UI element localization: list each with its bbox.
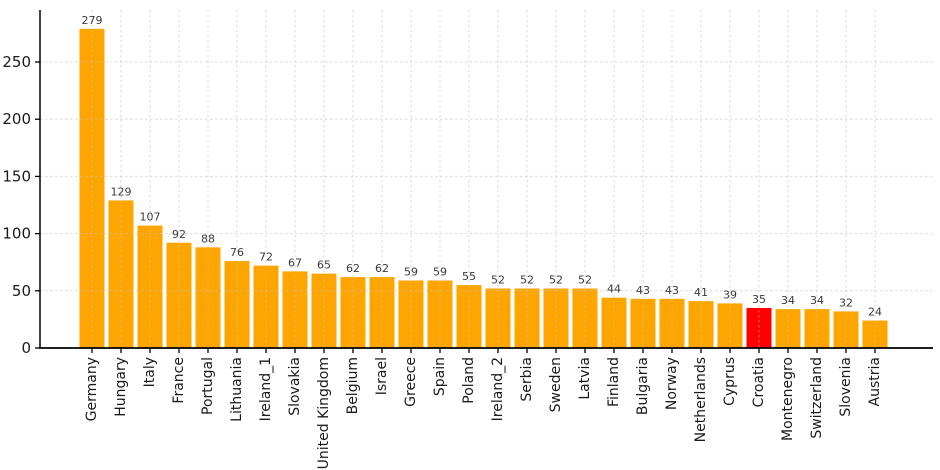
x-tick-label-portugal: Portugal — [200, 357, 216, 415]
x-tick-label-belgium: Belgium — [345, 357, 361, 414]
bar-value-label: 92 — [172, 228, 186, 241]
bar-value-label: 65 — [317, 259, 331, 272]
bar-value-label: 59 — [404, 266, 418, 279]
bar-value-label: 34 — [781, 294, 795, 307]
bar-value-label: 59 — [433, 266, 447, 279]
x-tick-label-spain: Spain — [432, 357, 448, 396]
bar-serbia — [514, 288, 540, 348]
x-tick-label-slovenia: Slovenia — [838, 357, 854, 417]
bar-austria — [862, 320, 888, 348]
x-tick-label-poland: Poland — [461, 357, 477, 404]
x-tick-label-netherlands: Netherlands — [693, 357, 709, 442]
x-tick-label-slovakia: Slovakia — [287, 357, 303, 416]
bar-value-label: 32 — [839, 296, 853, 309]
bar-value-label: 43 — [665, 284, 679, 297]
y-tick-label: 200 — [2, 110, 31, 128]
bar-value-label: 129 — [111, 185, 132, 198]
x-tick-label-bulgaria: Bulgaria — [635, 357, 651, 415]
x-tick-label-israel: Israel — [374, 357, 390, 395]
y-tick-label: 0 — [21, 339, 31, 357]
bar-value-label: 43 — [636, 284, 650, 297]
x-tick-label-switzerland: Switzerland — [809, 357, 825, 439]
x-tick-label-germany: Germany — [84, 357, 100, 421]
x-tick-label-hungary: Hungary — [113, 357, 129, 417]
x-tick-label-sweden: Sweden — [548, 357, 564, 412]
x-tick-label-latvia: Latvia — [577, 357, 593, 400]
bar-ireland-2 — [485, 288, 511, 348]
bar-value-label: 76 — [230, 246, 244, 259]
y-tick-label: 150 — [2, 167, 31, 185]
bar-value-label: 279 — [82, 14, 103, 27]
x-tick-label-norway: Norway — [664, 357, 680, 410]
x-tick-label-ireland-1: Ireland_1 — [258, 357, 274, 421]
y-tick-label: 50 — [12, 282, 31, 300]
x-tick-label-greece: Greece — [403, 357, 419, 407]
bar-value-label: 52 — [549, 274, 563, 287]
x-tick-label-italy: Italy — [142, 357, 158, 387]
bar-value-label: 35 — [752, 293, 766, 306]
x-tick-label-lithuania: Lithuania — [229, 357, 245, 422]
bar-value-label: 24 — [868, 306, 882, 319]
x-tick-label-france: France — [171, 357, 187, 404]
x-tick-label-austria: Austria — [867, 357, 883, 406]
bar-lithuania — [224, 261, 250, 348]
bar-value-label: 62 — [375, 262, 389, 275]
bar-value-label: 72 — [259, 251, 273, 264]
bar-value-label: 107 — [140, 211, 161, 224]
x-tick-label-united-kingdom: United Kingdom — [316, 357, 332, 469]
y-tick-label: 100 — [2, 225, 31, 243]
bar-value-label: 52 — [578, 274, 592, 287]
bar-value-label: 52 — [491, 274, 505, 287]
bar-value-label: 55 — [462, 270, 476, 283]
bar-value-label: 41 — [694, 286, 708, 299]
bar-value-label: 67 — [288, 256, 302, 269]
bar-sweden — [543, 288, 569, 348]
bar-value-label: 62 — [346, 262, 360, 275]
x-tick-label-croatia: Croatia — [751, 357, 767, 407]
bar-value-label: 39 — [723, 288, 737, 301]
x-tick-label-serbia: Serbia — [519, 357, 535, 402]
bar-value-label: 88 — [201, 232, 215, 245]
x-tick-label-cyprus: Cyprus — [722, 357, 738, 406]
bar-value-label: 52 — [520, 274, 534, 287]
y-tick-label: 250 — [2, 53, 31, 71]
x-tick-label-finland: Finland — [606, 357, 622, 407]
bar-value-label: 34 — [810, 294, 824, 307]
bar-latvia — [572, 288, 598, 348]
bar-value-label: 44 — [607, 283, 621, 296]
x-tick-label-montenegro: Montenegro — [780, 357, 796, 441]
x-tick-label-ireland-2: Ireland_2 — [490, 357, 506, 421]
